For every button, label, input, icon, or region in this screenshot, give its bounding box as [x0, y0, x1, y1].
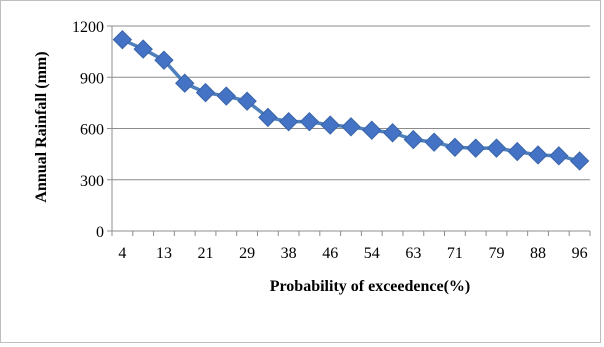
data-point — [299, 111, 320, 132]
x-tick-label: 29 — [239, 245, 255, 262]
y-axis-title: Annual Rainfall (mm) — [33, 51, 50, 202]
x-tick-label: 4 — [118, 245, 126, 262]
y-tick-labels: 0 300 600 900 1200 — [72, 19, 104, 241]
data-point — [258, 107, 278, 128]
x-tick-label: 21 — [198, 245, 214, 262]
data-point — [341, 117, 361, 137]
y-tick-label: 600 — [80, 122, 104, 139]
data-point — [424, 132, 444, 152]
data-point — [154, 50, 174, 70]
x-tick-label: 38 — [281, 245, 297, 262]
data-point — [507, 141, 527, 162]
data-point — [362, 120, 382, 140]
x-tick-labels: 4 13 21 29 38 46 54 63 71 79 88 96 — [118, 245, 587, 262]
data-point — [175, 73, 195, 93]
data-point — [465, 138, 486, 158]
y-tick-label: 900 — [80, 70, 104, 87]
data-point — [112, 29, 133, 50]
data-points — [112, 29, 590, 171]
data-point — [445, 137, 465, 157]
data-point — [216, 86, 237, 106]
data-point — [528, 145, 548, 165]
x-tick-label: 13 — [156, 245, 172, 262]
data-point — [382, 123, 403, 143]
data-point — [195, 82, 216, 103]
series-line — [121, 38, 581, 163]
x-tick-label: 88 — [530, 245, 546, 262]
x-tick-label: 63 — [405, 245, 421, 262]
data-point — [569, 151, 590, 171]
data-point — [486, 138, 507, 158]
x-tick-label: 54 — [364, 245, 380, 262]
data-point — [278, 111, 299, 132]
x-tick-label: 71 — [447, 245, 463, 262]
data-point — [403, 129, 424, 150]
data-point — [549, 146, 569, 166]
x-tick-label: 46 — [322, 245, 338, 262]
x-tick-label: 96 — [572, 245, 588, 262]
y-tick-label: 300 — [80, 173, 104, 190]
data-point — [237, 91, 257, 111]
x-tick-label: 79 — [488, 245, 504, 262]
axes — [107, 25, 591, 236]
y-tick-label: 0 — [96, 224, 104, 241]
y-tick-label: 1200 — [72, 19, 104, 36]
data-point — [320, 115, 340, 135]
series-line-group — [121, 38, 581, 163]
x-axis-title: Probability of exceedence(%) — [270, 278, 471, 295]
data-point — [133, 39, 153, 59]
